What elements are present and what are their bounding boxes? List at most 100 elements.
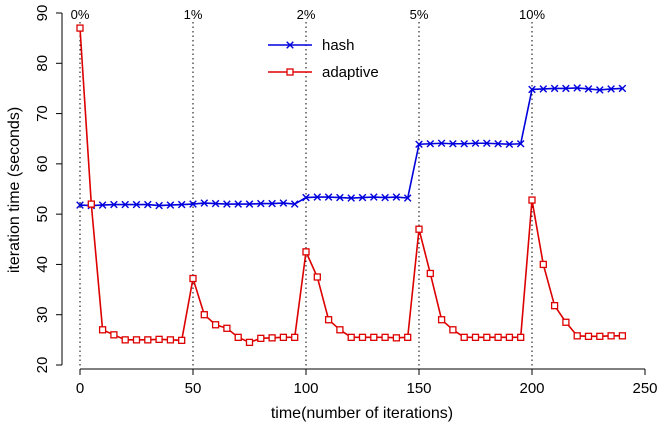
marker-stroke: [550, 84, 559, 93]
legend-entry-hash: hash: [268, 37, 355, 54]
marker-stroke: [505, 140, 514, 149]
data-point-hash: [584, 85, 593, 93]
data-point-hash: [471, 139, 480, 148]
data-point-adaptive: [550, 302, 559, 310]
data-point-adaptive: [234, 333, 242, 341]
data-point-hash: [415, 140, 423, 149]
marker-stroke: [324, 193, 333, 201]
marker-stroke: [460, 139, 468, 148]
data-point-adaptive: [313, 273, 321, 281]
data-point-adaptive: [178, 336, 186, 345]
data-point-adaptive: [279, 333, 288, 341]
data-point-adaptive: [460, 333, 468, 341]
data-point-hash: [494, 139, 502, 148]
series: [76, 24, 627, 347]
data-point-adaptive: [257, 334, 265, 342]
marker-stroke: [494, 139, 502, 148]
y-tick-label: 40: [34, 256, 51, 273]
data-point-adaptive: [302, 248, 310, 256]
data-point-adaptive: [211, 321, 220, 329]
data-point-hash: [336, 193, 344, 202]
marker-stroke: [257, 199, 265, 208]
phase-label: 1%: [184, 7, 203, 22]
data-point-adaptive: [528, 196, 536, 204]
marker-stroke: [76, 201, 84, 209]
data-point-hash: [550, 84, 559, 93]
data-point-adaptive: [505, 333, 514, 341]
data-point-hash: [110, 200, 118, 209]
marker-stroke: [189, 200, 197, 208]
data-point-hash: [324, 193, 333, 201]
data-point-adaptive: [268, 334, 276, 342]
data-point-adaptive: [155, 335, 163, 344]
phase-markers: 0% 1% 2% 5% 10%: [71, 7, 545, 366]
data-point-adaptive: [189, 274, 197, 283]
legend-entry-adaptive: adaptive: [268, 64, 379, 81]
data-point-adaptive: [437, 316, 446, 324]
data-point-adaptive: [121, 336, 129, 344]
marker-stroke: [200, 199, 209, 207]
legend-label: adaptive: [322, 64, 379, 81]
data-point-adaptive: [483, 333, 491, 341]
data-point-hash: [392, 193, 401, 201]
phase-label: 5%: [410, 7, 429, 22]
data-point-adaptive: [223, 324, 231, 332]
x-ticks: 0 50 100 150 200 250: [76, 369, 658, 397]
series-hash: [76, 84, 627, 210]
data-point-hash: [437, 139, 446, 148]
marker-stroke: [302, 193, 310, 202]
data-point-adaptive: [110, 331, 118, 339]
y-tick-label: 60: [34, 156, 51, 173]
series-line-hash: [79, 87, 623, 207]
data-point-adaptive: [245, 338, 254, 347]
legend: hash adaptive: [268, 37, 379, 81]
data-point-adaptive: [404, 333, 412, 341]
data-point-hash: [279, 199, 288, 207]
data-point-hash: [234, 200, 242, 208]
data-point-adaptive: [517, 333, 525, 341]
x-tick-label: 50: [185, 380, 202, 397]
marker-stroke: [370, 193, 378, 201]
phase-label: 10%: [519, 7, 545, 22]
series-adaptive: [76, 24, 627, 347]
data-point-adaptive: [426, 269, 434, 278]
x-tick-label: 150: [406, 380, 431, 397]
marker-stroke: [471, 139, 480, 148]
marker-stroke: [584, 85, 593, 93]
data-point-hash: [347, 194, 355, 202]
marker-stroke: [449, 139, 457, 148]
marker-stroke: [279, 199, 288, 207]
data-point-adaptive: [562, 318, 570, 326]
marker-stroke: [166, 201, 175, 209]
marker-stroke: [358, 193, 367, 202]
data-point-hash: [189, 200, 197, 208]
x-tick-label: 0: [76, 380, 84, 397]
phase-label: 0%: [71, 7, 90, 22]
y-tick-label: 50: [34, 206, 51, 223]
marker-stroke: [245, 200, 254, 208]
data-point-adaptive: [596, 332, 604, 340]
data-point-hash: [132, 200, 141, 209]
data-point-adaptive: [539, 260, 547, 269]
data-point-hash: [144, 200, 152, 209]
y-tick-label: 90: [34, 5, 51, 22]
data-point-adaptive: [449, 326, 457, 334]
data-point-adaptive: [166, 336, 175, 344]
data-point-hash: [403, 194, 412, 202]
marker-stroke: [155, 201, 163, 210]
data-point-adaptive: [291, 333, 299, 341]
data-point-hash: [370, 193, 378, 201]
data-point-hash: [177, 200, 186, 209]
data-point-hash: [426, 139, 435, 148]
data-point-adaptive: [584, 332, 593, 340]
axes: [61, 13, 645, 370]
data-point-hash: [121, 200, 129, 209]
data-point-hash: [449, 139, 457, 148]
marker-stroke: [516, 139, 525, 148]
data-point-hash: [211, 199, 220, 208]
phase-label: 2%: [297, 7, 316, 22]
x-tick-label: 250: [632, 380, 657, 397]
data-point-hash: [539, 85, 548, 93]
marker-stroke: [234, 200, 242, 208]
